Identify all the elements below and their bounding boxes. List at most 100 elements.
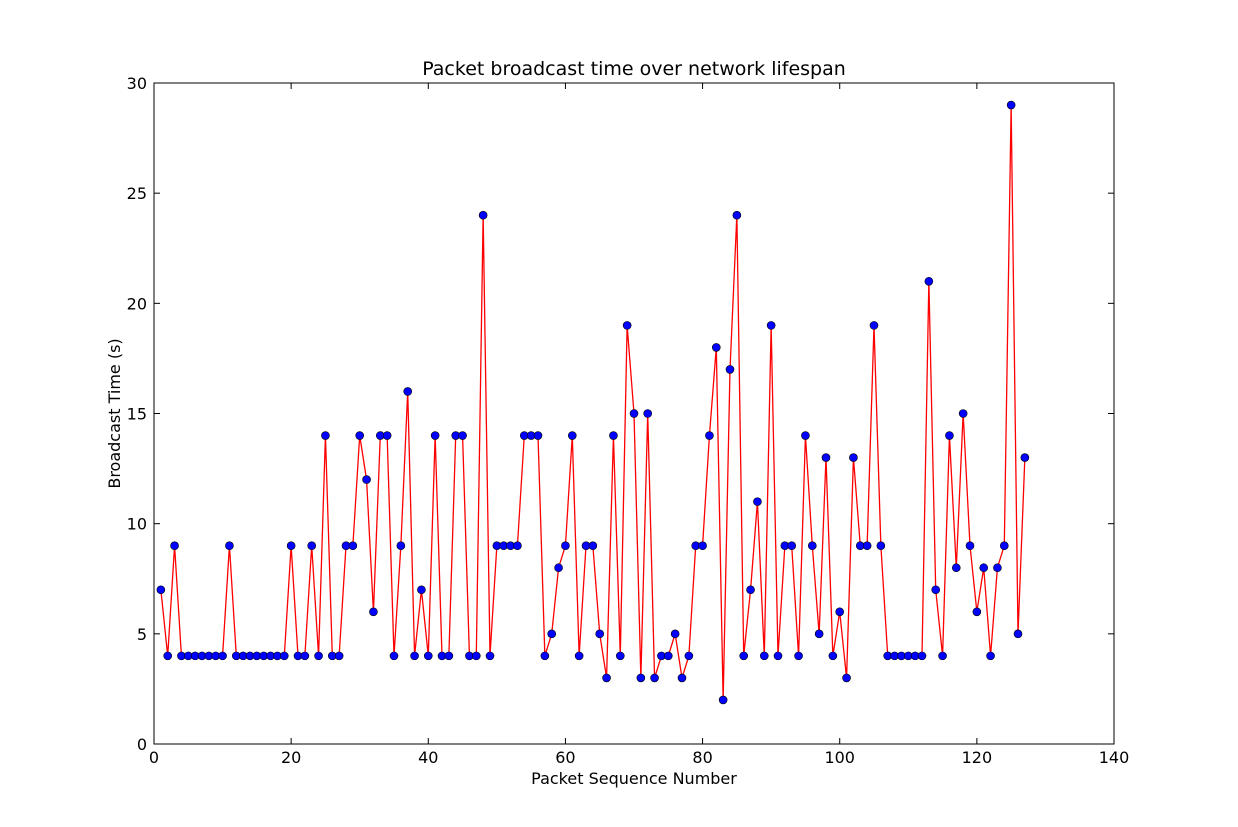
data-point	[513, 541, 522, 551]
data-point	[999, 541, 1009, 551]
y-tick-label: 30	[127, 74, 147, 93]
data-point	[478, 210, 488, 220]
y-tick-label: 20	[127, 294, 147, 313]
data-point	[938, 651, 947, 661]
data-point	[650, 673, 659, 683]
data-point	[561, 541, 570, 551]
data-point	[574, 651, 584, 661]
data-point	[410, 651, 419, 661]
data-point	[773, 651, 783, 661]
data-point	[993, 563, 1002, 573]
data-point	[842, 673, 851, 683]
data-point	[602, 673, 611, 683]
x-tick-label: 0	[149, 748, 159, 767]
data-point	[849, 453, 858, 462]
data-point	[794, 651, 803, 661]
x-tick-label: 60	[555, 748, 575, 767]
data-point	[746, 585, 755, 595]
data-point	[163, 651, 173, 661]
data-point	[814, 629, 824, 639]
data-point	[711, 343, 721, 352]
y-tick-label: 15	[127, 405, 147, 424]
data-point	[821, 453, 831, 462]
chart-title: Packet broadcast time over network lifes…	[422, 58, 846, 80]
series-line	[160, 104, 1026, 701]
data-point	[382, 431, 392, 440]
data-point	[917, 651, 927, 661]
data-point	[314, 651, 323, 661]
series-polyline	[160, 104, 1026, 701]
data-point	[622, 321, 632, 330]
x-tick-label: 100	[824, 748, 855, 767]
y-tick-label: 0	[137, 735, 147, 754]
series-points	[156, 100, 1030, 705]
x-tick-label: 40	[418, 748, 438, 767]
data-point	[965, 541, 975, 551]
data-point	[547, 629, 557, 639]
data-point	[835, 607, 845, 617]
data-point	[951, 563, 961, 573]
data-point	[739, 651, 749, 661]
data-point	[485, 651, 495, 661]
data-point	[458, 431, 467, 440]
data-point	[924, 276, 934, 286]
data-point	[698, 541, 707, 551]
data-point	[279, 651, 289, 661]
data-point	[334, 651, 344, 661]
x-tick-label: 20	[281, 748, 301, 767]
data-point	[396, 541, 406, 551]
data-point	[348, 541, 358, 551]
data-point	[643, 409, 653, 418]
y-tick-label: 5	[137, 625, 147, 644]
data-point	[218, 651, 227, 661]
data-point	[321, 431, 330, 440]
data-point	[471, 651, 481, 661]
x-tick-labels: 0 20 40 60 80 100 120 140	[149, 748, 1129, 767]
data-point	[609, 431, 618, 440]
data-point	[972, 607, 982, 617]
x-tick-label: 80	[692, 748, 712, 767]
data-point	[732, 210, 742, 220]
data-point	[718, 695, 728, 705]
data-point	[705, 431, 714, 440]
y-tick-labels: 0 5 10 15 20 25 30	[127, 74, 147, 754]
data-point	[554, 563, 563, 573]
data-point	[979, 563, 989, 573]
data-point	[876, 541, 886, 551]
data-point	[677, 673, 687, 683]
y-tick-label: 10	[127, 515, 147, 534]
data-point	[869, 321, 879, 330]
data-point	[362, 475, 371, 484]
data-point	[1013, 629, 1023, 639]
data-point	[307, 541, 317, 551]
data-point	[369, 607, 378, 617]
data-point	[766, 321, 776, 330]
data-point	[1020, 453, 1030, 462]
data-point	[931, 585, 941, 595]
data-point	[355, 431, 365, 440]
data-point	[862, 541, 872, 551]
data-point	[753, 497, 762, 506]
data-point	[389, 651, 399, 661]
x-tick-label: 140	[1099, 748, 1130, 767]
data-point	[629, 409, 639, 418]
data-point	[533, 431, 543, 440]
data-point	[588, 541, 598, 551]
data-point	[958, 409, 968, 418]
data-point	[615, 651, 625, 661]
data-point	[403, 387, 413, 396]
data-point	[801, 431, 810, 440]
data-point	[540, 651, 550, 661]
data-point	[417, 585, 426, 595]
data-point	[663, 651, 673, 661]
data-point	[156, 585, 166, 595]
data-point	[567, 431, 577, 440]
data-point	[945, 431, 954, 440]
data-point	[670, 629, 680, 639]
data-point	[225, 541, 234, 551]
y-tick-label: 25	[127, 184, 147, 203]
data-point	[787, 541, 797, 551]
data-point	[759, 651, 769, 661]
data-point	[828, 651, 838, 661]
